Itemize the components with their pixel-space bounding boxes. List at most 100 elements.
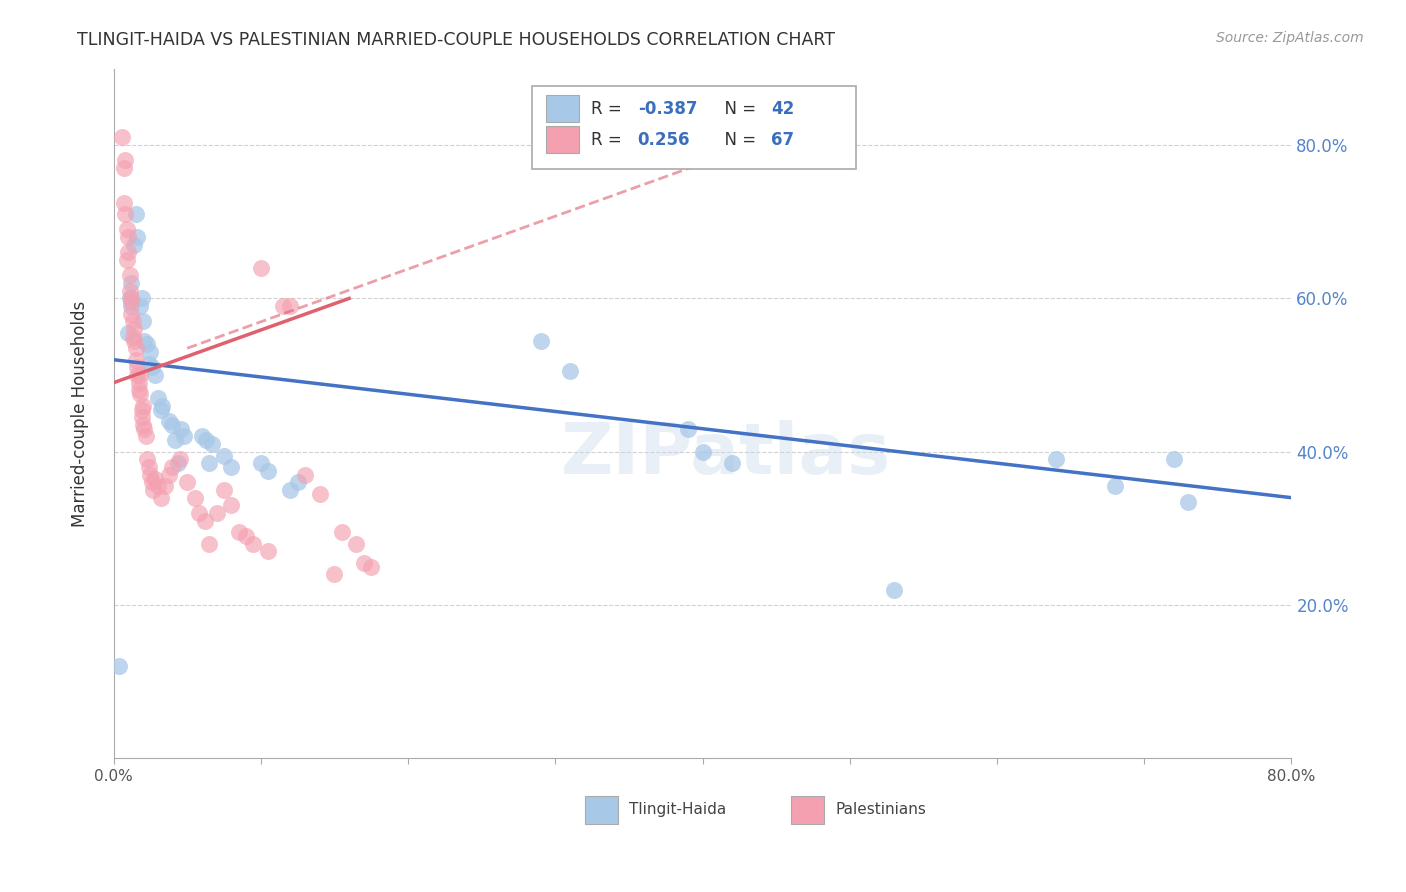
Point — [183, 491, 205, 505]
Point — [162, 460, 184, 475]
Point — [115, 222, 138, 236]
Point — [159, 467, 181, 482]
Point — [129, 387, 152, 401]
Point — [131, 410, 153, 425]
Point — [141, 360, 163, 375]
Text: Tlingit-Haida: Tlingit-Haida — [630, 803, 727, 817]
Point — [118, 268, 141, 283]
Text: R =: R = — [591, 100, 627, 118]
Point — [122, 237, 145, 252]
Point — [143, 471, 166, 485]
Point — [134, 422, 156, 436]
Text: N =: N = — [714, 100, 762, 118]
Point — [121, 330, 143, 344]
Point — [153, 479, 176, 493]
Point — [108, 659, 131, 673]
Point — [112, 195, 135, 210]
Point — [132, 314, 155, 328]
Text: N =: N = — [714, 130, 762, 149]
FancyBboxPatch shape — [585, 797, 617, 823]
Point — [212, 483, 235, 497]
Point — [117, 230, 139, 244]
Point — [278, 483, 301, 497]
Point — [165, 433, 187, 447]
Point — [114, 153, 136, 168]
Point — [129, 368, 152, 382]
FancyBboxPatch shape — [546, 95, 579, 122]
Point — [676, 422, 699, 436]
Point — [138, 357, 160, 371]
Point — [149, 402, 172, 417]
Point — [149, 491, 172, 505]
Text: ZIPatlas: ZIPatlas — [561, 420, 891, 489]
FancyBboxPatch shape — [546, 126, 579, 153]
Point — [323, 567, 346, 582]
FancyBboxPatch shape — [790, 797, 824, 823]
Point — [124, 341, 146, 355]
Point — [132, 417, 155, 432]
Point — [176, 475, 198, 490]
Point — [692, 444, 714, 458]
Point — [150, 399, 173, 413]
Point — [330, 525, 353, 540]
Point — [118, 292, 141, 306]
Text: -0.387: -0.387 — [638, 100, 697, 118]
Point — [195, 433, 218, 447]
Point — [120, 295, 142, 310]
Point — [136, 452, 159, 467]
Point — [221, 499, 243, 513]
Point — [228, 525, 250, 540]
Point — [124, 352, 146, 367]
Point — [360, 559, 382, 574]
Point — [271, 299, 294, 313]
Point — [257, 544, 280, 558]
Point — [120, 276, 142, 290]
Point — [721, 456, 744, 470]
Point — [138, 460, 160, 475]
Point — [198, 536, 221, 550]
Point — [205, 506, 228, 520]
Point — [294, 467, 316, 482]
Point — [122, 334, 145, 348]
Point — [132, 399, 155, 413]
Point — [159, 414, 181, 428]
Point — [128, 384, 150, 398]
Text: 0.256: 0.256 — [638, 130, 690, 149]
Point — [170, 422, 193, 436]
Point — [1045, 452, 1067, 467]
Point — [146, 479, 169, 493]
Point — [117, 245, 139, 260]
Point — [121, 314, 143, 328]
Text: R =: R = — [591, 130, 631, 149]
Point — [1163, 452, 1185, 467]
Point — [346, 536, 368, 550]
FancyBboxPatch shape — [531, 86, 856, 169]
Point — [127, 230, 149, 244]
Point — [143, 368, 166, 382]
Point — [221, 460, 243, 475]
Point — [136, 337, 159, 351]
Point — [117, 326, 139, 340]
Point — [141, 475, 163, 490]
Point — [235, 529, 257, 543]
Point — [278, 299, 301, 313]
Point — [135, 429, 157, 443]
Point — [194, 514, 217, 528]
Point — [187, 506, 209, 520]
Point — [191, 429, 214, 443]
Text: Source: ZipAtlas.com: Source: ZipAtlas.com — [1216, 31, 1364, 45]
Point — [146, 391, 169, 405]
Point — [115, 253, 138, 268]
Point — [131, 292, 153, 306]
Point — [120, 299, 142, 313]
Point — [1177, 494, 1199, 508]
Point — [1104, 479, 1126, 493]
Y-axis label: Married-couple Households: Married-couple Households — [72, 301, 89, 526]
Point — [122, 322, 145, 336]
Point — [162, 417, 184, 432]
Point — [128, 376, 150, 390]
Point — [131, 402, 153, 417]
Point — [201, 437, 224, 451]
Point — [120, 307, 142, 321]
Text: 67: 67 — [770, 130, 794, 149]
